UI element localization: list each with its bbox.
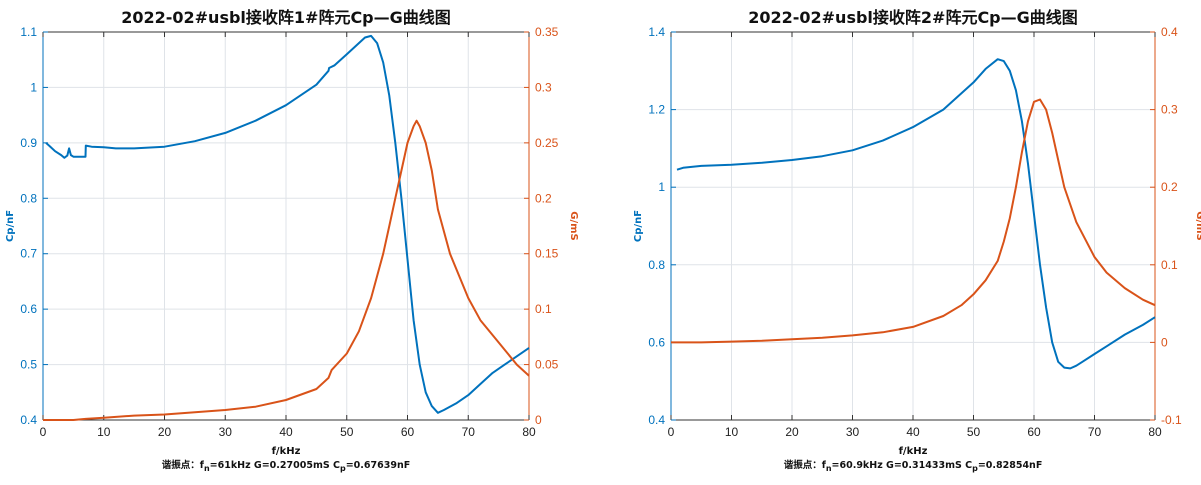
x-tick-label: 0 [40, 425, 47, 439]
x-tick-label: 50 [967, 425, 981, 439]
y-left-tick-label: 1 [30, 80, 37, 94]
y-left-tick-label: 1.4 [648, 25, 665, 39]
y-left-tick-label: 0.6 [648, 335, 665, 349]
y-right-tick-label: 0.1 [535, 302, 552, 316]
x-tick-label: 30 [219, 425, 233, 439]
y-right-tick-label: 0.1 [1161, 258, 1178, 272]
y-left-tick-label: 0.4 [20, 413, 37, 427]
y-right-tick-label: 0 [535, 413, 542, 427]
y-right-tick-label: 0.35 [535, 25, 559, 39]
y-right-tick-label: 0.15 [535, 247, 559, 261]
y-right-axis-label: G/mS [568, 211, 579, 240]
x-tick-label: 70 [462, 425, 476, 439]
y-right-tick-label: 0 [1161, 335, 1168, 349]
y-right-axis-label: G/mS [1194, 211, 1201, 240]
x-tick-label: 60 [1027, 425, 1041, 439]
y-left-tick-label: 0.8 [648, 258, 665, 272]
resonance-annotation: 谐振点：fn=60.9kHz G=0.31433mS Cp=0.82854nF [784, 459, 1043, 473]
y-right-tick-label: 0.3 [1161, 103, 1178, 117]
x-axis-label: f/kHz [899, 446, 928, 457]
x-tick-label: 10 [97, 425, 111, 439]
x-tick-label: 20 [158, 425, 172, 439]
x-axis-label: f/kHz [272, 446, 301, 457]
x-tick-label: 10 [725, 425, 739, 439]
x-tick-label: 30 [846, 425, 860, 439]
y-left-tick-label: 1.2 [648, 103, 665, 117]
y-right-tick-label: 0.05 [535, 358, 559, 372]
x-tick-label: 50 [340, 425, 354, 439]
chart-2: 0 10 20 30 40 50 60 70 800.40.60.811.21.4-0.100.… [633, 8, 1201, 473]
g-series-line [671, 98, 1156, 344]
x-tick-label: 0 [668, 425, 675, 439]
y-left-axis-label: Cp/nF [633, 210, 644, 242]
y-left-tick-label: 0.7 [20, 247, 37, 261]
chart-title: 2022-02#usbl接收阵1#阵元Cp—G曲线图 [121, 8, 451, 27]
x-tick-label: 20 [785, 425, 799, 439]
x-tick-label: 70 [1088, 425, 1102, 439]
y-left-tick-label: 1 [658, 180, 665, 194]
cp-series-line [676, 58, 1156, 370]
chart-title: 2022-02#usbl接收阵2#阵元Cp—G曲线图 [748, 8, 1078, 27]
y-left-axis-label: Cp/nF [5, 210, 16, 242]
y-right-tick-label: 0.2 [535, 191, 552, 205]
y-left-tick-label: 0.4 [648, 413, 665, 427]
x-tick-label: 80 [522, 425, 536, 439]
y-left-tick-label: 0.9 [20, 136, 37, 150]
y-right-tick-label: 0.2 [1161, 180, 1178, 194]
y-right-tick-label: 0.3 [535, 80, 552, 94]
y-right-tick-label: -0.1 [1161, 413, 1182, 427]
y-left-tick-label: 0.6 [20, 302, 37, 316]
g-series-line [43, 119, 530, 421]
cp-series-line [45, 34, 530, 414]
x-tick-label: 80 [1148, 425, 1162, 439]
y-right-tick-label: 0.25 [535, 136, 559, 150]
y-right-tick-label: 0.4 [1161, 25, 1178, 39]
y-left-tick-label: 1.1 [20, 25, 37, 39]
chart-1: 0 10 20 30 40 50 60 70 80 0.4 0.5 0.6 0.7 0.8 0.9 1 1.1 0… [5, 8, 579, 473]
x-tick-label: 40 [906, 425, 920, 439]
resonance-annotation: 谐振点：fn=61kHz G=0.27005mS Cp=0.67639nF [162, 459, 410, 473]
x-tick-label: 40 [279, 425, 293, 439]
y-left-tick-label: 0.8 [20, 191, 37, 205]
y-left-tick-label: 0.5 [20, 358, 37, 372]
x-tick-label: 60 [401, 425, 415, 439]
